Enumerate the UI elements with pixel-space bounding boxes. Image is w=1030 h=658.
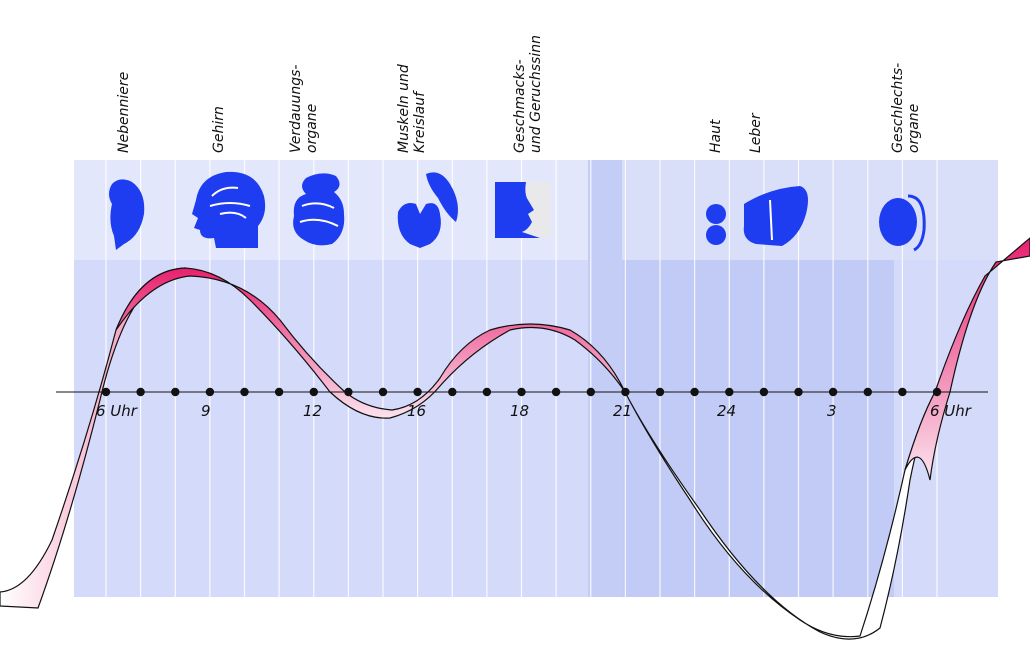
organ-labels: Nebenniere Gehirn Verdauungs- organe Mus… bbox=[116, 35, 922, 153]
organ-label-leber: Leber bbox=[748, 112, 764, 153]
hour-dot bbox=[794, 387, 803, 397]
organ-label-geschlechtsorgane-line2: organe bbox=[906, 104, 922, 153]
chart-band-morning bbox=[894, 260, 998, 597]
intestines-icon bbox=[293, 173, 345, 246]
hour-dots bbox=[101, 387, 942, 397]
hour-dot bbox=[171, 387, 180, 397]
brain-head-icon bbox=[192, 171, 266, 248]
background-panels bbox=[74, 160, 998, 597]
tick-label-6-uhr-start: 6 Uhr bbox=[96, 402, 138, 420]
organ-label-geschmack-line1: Geschmacks- bbox=[512, 59, 528, 153]
hour-dot bbox=[136, 387, 145, 397]
tick-label-12: 12 bbox=[303, 402, 322, 420]
adrenal-gland-icon bbox=[109, 179, 145, 250]
organ-label-nebenniere: Nebenniere bbox=[116, 72, 132, 153]
tick-label-3: 3 bbox=[827, 402, 837, 420]
skin-cells-icon bbox=[706, 204, 726, 245]
tick-label-16: 16 bbox=[407, 402, 426, 420]
tick-label-24: 24 bbox=[717, 402, 736, 420]
hour-dot bbox=[274, 387, 284, 397]
organ-icons bbox=[109, 171, 926, 252]
hour-dot bbox=[621, 387, 630, 397]
hour-dot bbox=[309, 387, 318, 397]
hour-dot bbox=[378, 387, 388, 397]
organ-label-verdauungsorgane-line2: organe bbox=[304, 104, 320, 153]
hour-dot bbox=[101, 387, 111, 397]
time-axis: 6 Uhr 9 12 16 18 21 24 3 6 Uhr bbox=[56, 387, 988, 420]
hour-dot bbox=[898, 387, 907, 397]
reproductive-organ-icon bbox=[879, 194, 926, 252]
tick-label-6-uhr-end: 6 Uhr bbox=[930, 402, 972, 420]
heart-lungs-muscle-icon bbox=[397, 172, 458, 248]
hour-dot bbox=[725, 387, 734, 397]
hour-dot bbox=[413, 387, 422, 397]
organ-label-haut: Haut bbox=[708, 119, 724, 153]
tick-label-9: 9 bbox=[201, 402, 211, 420]
liver-icon bbox=[743, 186, 808, 246]
chart-band-day bbox=[74, 260, 588, 597]
tick-label-18: 18 bbox=[510, 402, 529, 420]
organ-label-muskeln-line2: Kreislauf bbox=[412, 90, 428, 153]
hour-dot bbox=[551, 387, 561, 397]
face-profile-icon bbox=[495, 182, 551, 238]
chart-band-night bbox=[622, 260, 894, 597]
organ-label-geschlechtsorgane-line1: Geschlechts- bbox=[890, 63, 906, 153]
hour-dot bbox=[205, 387, 215, 397]
hour-dot bbox=[828, 387, 838, 397]
tick-label-21: 21 bbox=[613, 402, 632, 420]
hour-dot bbox=[517, 387, 526, 397]
organ-label-gehirn: Gehirn bbox=[211, 106, 227, 153]
hour-dot bbox=[690, 387, 699, 397]
hour-dot bbox=[482, 387, 492, 397]
hour-dot bbox=[655, 387, 665, 397]
hour-dot bbox=[344, 387, 353, 397]
organ-label-muskeln-line1: Muskeln und bbox=[396, 64, 412, 153]
organ-label-verdauungsorgane-line1: Verdauungs- bbox=[288, 65, 304, 153]
hour-dot bbox=[240, 387, 249, 397]
hour-dot bbox=[863, 387, 872, 397]
organ-label-geschmack-line2: und Geruchssinn bbox=[528, 35, 544, 153]
hour-dot bbox=[448, 387, 457, 397]
hour-dot bbox=[586, 387, 595, 397]
hour-dot bbox=[759, 387, 769, 397]
hour-dot bbox=[932, 387, 942, 397]
